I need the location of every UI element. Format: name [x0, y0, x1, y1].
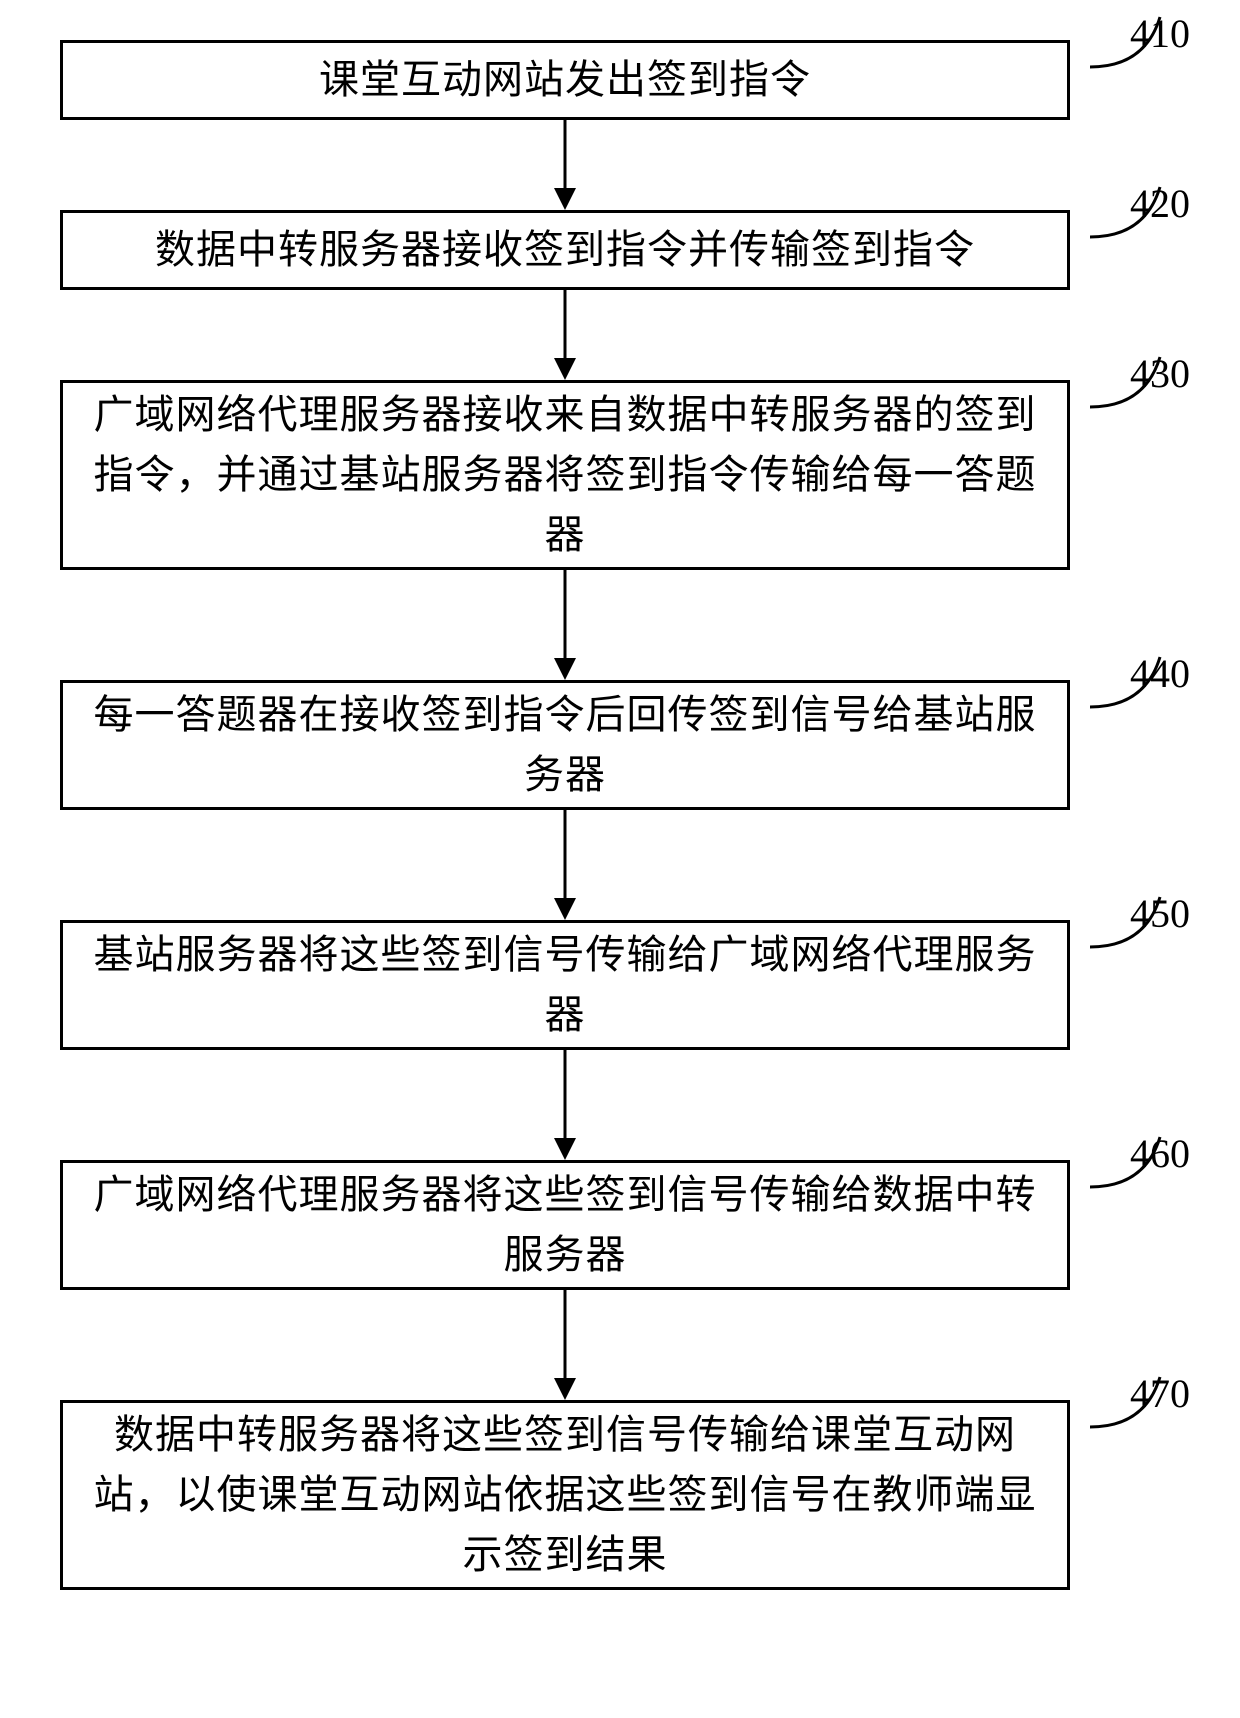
node-text: 广域网络代理服务器将这些签到信号传输给数据中转服务器 — [87, 1165, 1043, 1285]
node-box: 每一答题器在接收签到指令后回传签到信号给基站服务器 — [60, 680, 1070, 810]
flow-node: 460 广域网络代理服务器将这些签到信号传输给数据中转服务器 — [60, 1160, 1180, 1290]
node-box: 课堂互动网站发出签到指令 — [60, 40, 1070, 120]
node-box: 数据中转服务器接收签到指令并传输签到指令 — [60, 210, 1070, 290]
node-label: 440 — [1130, 650, 1190, 697]
node-box: 广域网络代理服务器接收来自数据中转服务器的签到指令，并通过基站服务器将签到指令传… — [60, 380, 1070, 570]
flow-arrow — [60, 120, 1070, 210]
node-box: 广域网络代理服务器将这些签到信号传输给数据中转服务器 — [60, 1160, 1070, 1290]
flow-node: 430 广域网络代理服务器接收来自数据中转服务器的签到指令，并通过基站服务器将签… — [60, 380, 1180, 570]
node-label: 450 — [1130, 890, 1190, 937]
node-text: 基站服务器将这些签到信号传输给广域网络代理服务器 — [87, 925, 1043, 1045]
flow-node: 450 基站服务器将这些签到信号传输给广域网络代理服务器 — [60, 920, 1180, 1050]
flow-arrow — [60, 1290, 1070, 1400]
node-label: 460 — [1130, 1130, 1190, 1177]
flow-node: 440 每一答题器在接收签到指令后回传签到信号给基站服务器 — [60, 680, 1180, 810]
node-text: 数据中转服务器将这些签到信号传输给课堂互动网站，以使课堂互动网站依据这些签到信号… — [87, 1405, 1043, 1585]
flow-node: 410 课堂互动网站发出签到指令 — [60, 40, 1180, 120]
node-text: 广域网络代理服务器接收来自数据中转服务器的签到指令，并通过基站服务器将签到指令传… — [87, 385, 1043, 565]
node-box: 数据中转服务器将这些签到信号传输给课堂互动网站，以使课堂互动网站依据这些签到信号… — [60, 1400, 1070, 1590]
flow-arrow — [60, 1050, 1070, 1160]
flow-node: 420 数据中转服务器接收签到指令并传输签到指令 — [60, 210, 1180, 290]
node-label: 420 — [1130, 180, 1190, 227]
flow-arrow — [60, 290, 1070, 380]
node-text: 课堂互动网站发出签到指令 — [319, 50, 811, 110]
node-box: 基站服务器将这些签到信号传输给广域网络代理服务器 — [60, 920, 1070, 1050]
flow-arrow — [60, 570, 1070, 680]
flow-node: 470 数据中转服务器将这些签到信号传输给课堂互动网站，以使课堂互动网站依据这些… — [60, 1400, 1180, 1590]
node-text: 每一答题器在接收签到指令后回传签到信号给基站服务器 — [87, 685, 1043, 805]
flow-arrow — [60, 810, 1070, 920]
node-label: 410 — [1130, 10, 1190, 57]
flowchart-container: 410 课堂互动网站发出签到指令 420 数据中转服务器接收签到指令并传输签到指… — [60, 40, 1180, 1590]
node-label: 470 — [1130, 1370, 1190, 1417]
node-text: 数据中转服务器接收签到指令并传输签到指令 — [155, 220, 975, 280]
node-label: 430 — [1130, 350, 1190, 397]
